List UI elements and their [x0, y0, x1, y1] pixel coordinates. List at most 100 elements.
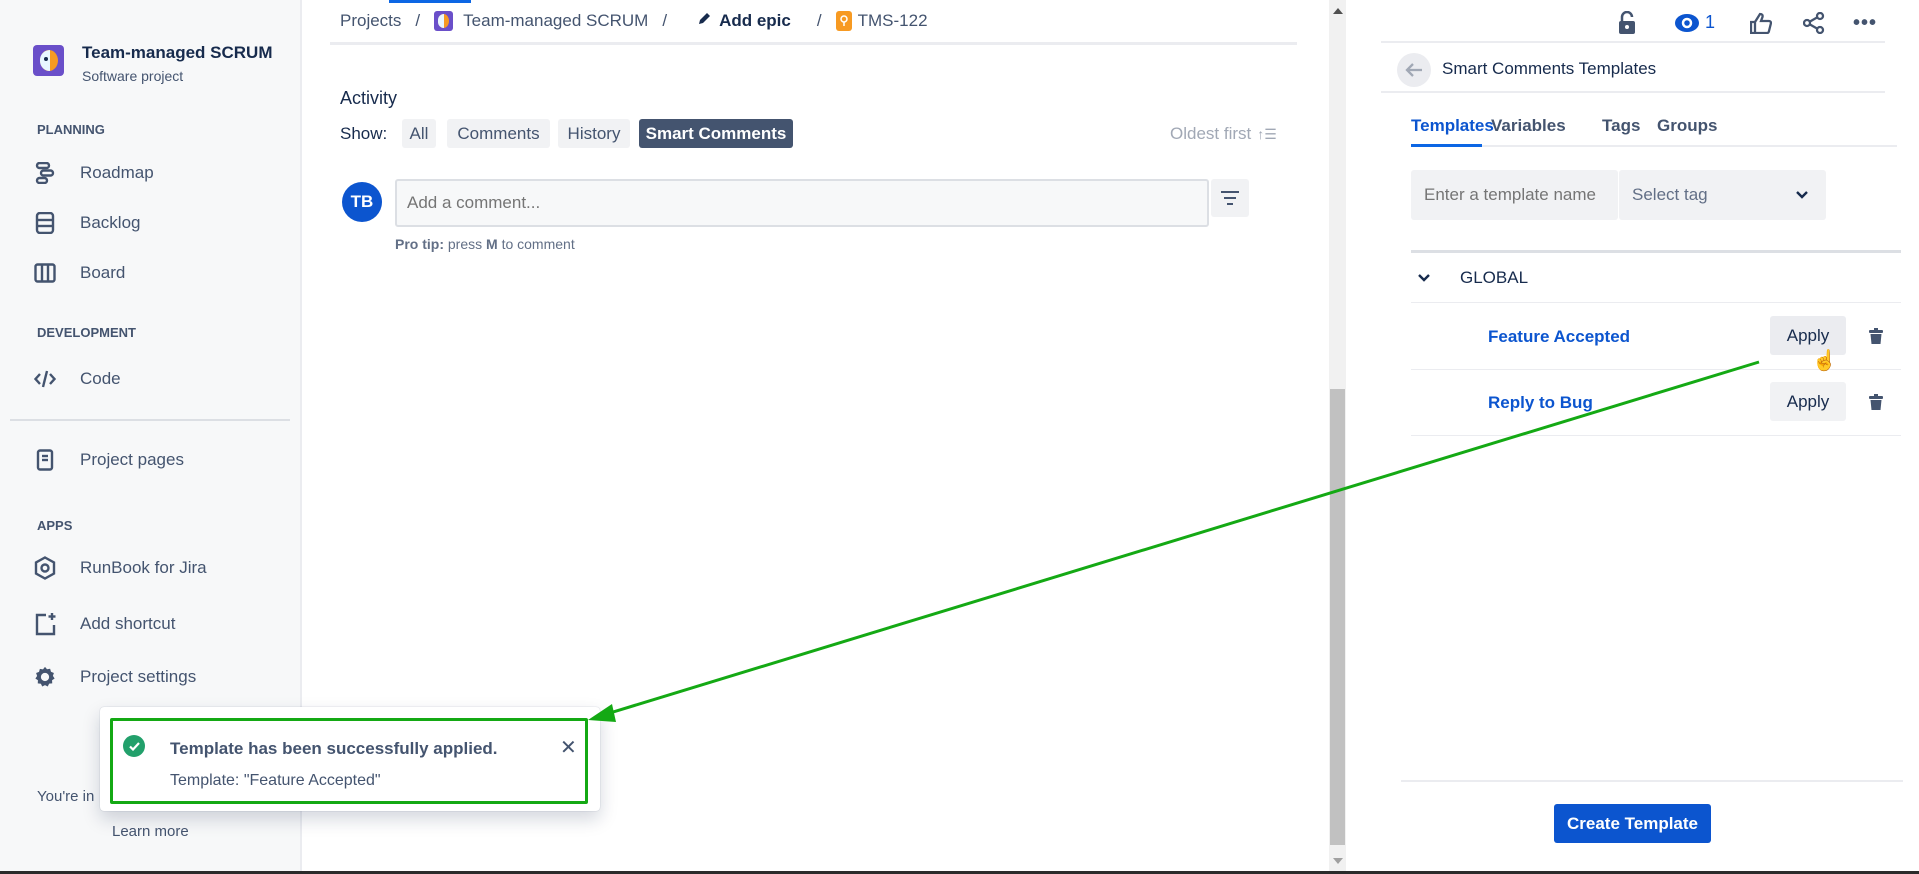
pro-tip-text: to comment: [497, 236, 575, 252]
breadcrumb-issue-key[interactable]: TMS-122: [857, 11, 928, 30]
row-divider: [1411, 302, 1901, 303]
footer-text: You're in: [37, 788, 95, 805]
tabs-divider: [1411, 145, 1897, 147]
panel-title-divider: [1381, 91, 1885, 93]
breadcrumb: Projects / Team-managed SCRUM / Add epic…: [340, 11, 928, 31]
sort-label: Oldest first: [1170, 124, 1252, 143]
roadmap-icon: [34, 162, 56, 184]
filter-all[interactable]: All: [402, 119, 436, 148]
arrow-left-icon: [1405, 63, 1422, 77]
trash-icon[interactable]: [1866, 316, 1886, 355]
more-icon[interactable]: •••: [1852, 11, 1877, 34]
header-divider: [1381, 41, 1885, 43]
sidebar-item-project-pages[interactable]: Project pages: [30, 442, 290, 478]
footer-divider: [1401, 780, 1903, 782]
sidebar-item-runbook[interactable]: RunBook for Jira: [30, 550, 290, 586]
backlog-icon: [34, 212, 56, 234]
section-apps: APPS: [37, 518, 73, 533]
activity-title: Activity: [340, 88, 398, 108]
breadcrumb-divider: [330, 42, 1297, 45]
sidebar-item-code[interactable]: Code: [30, 361, 290, 397]
board-icon: [34, 262, 56, 284]
group-header-global[interactable]: GLOBAL: [1418, 268, 1798, 288]
scrollbar[interactable]: [1329, 0, 1346, 871]
learn-more-link[interactable]: Learn more: [112, 823, 189, 840]
toast-title: Template has been successfully applied.: [170, 739, 498, 758]
top-nav-indicator: [389, 0, 471, 3]
project-icon: [434, 11, 454, 31]
show-label: Show:: [340, 124, 388, 143]
chevron-down-icon: [1418, 274, 1430, 282]
group-name: GLOBAL: [1460, 268, 1529, 287]
annotation-highlight-box: [110, 718, 588, 804]
breadcrumb-separator: /: [415, 11, 421, 30]
scroll-up-arrow[interactable]: [1333, 8, 1343, 14]
apply-button[interactable]: Apply: [1770, 316, 1846, 355]
filter-comments[interactable]: Comments: [447, 119, 550, 148]
pro-tip: Pro tip: press M to comment: [395, 236, 575, 252]
back-button[interactable]: [1397, 53, 1431, 87]
pro-tip-key: M: [486, 236, 498, 252]
project-logo: [33, 45, 64, 76]
success-check-icon: [123, 735, 145, 757]
close-icon[interactable]: ✕: [560, 737, 577, 759]
breadcrumb-separator: /: [816, 11, 822, 30]
avatar: TB: [342, 182, 382, 222]
sidebar-item-roadmap[interactable]: Roadmap: [30, 155, 290, 191]
watch-count: 1: [1705, 12, 1716, 32]
active-tab-indicator: [1411, 144, 1482, 147]
tab-tags[interactable]: Tags: [1602, 116, 1641, 135]
tab-variables[interactable]: Variables: [1491, 116, 1566, 135]
filter-button[interactable]: [1211, 179, 1249, 217]
runbook-icon: [34, 556, 56, 580]
sidebar-item-label: Project pages: [80, 450, 184, 469]
share-icon[interactable]: [1799, 8, 1829, 38]
like-icon[interactable]: [1746, 8, 1776, 38]
tab-groups[interactable]: Groups: [1657, 116, 1718, 135]
bottom-edge: [0, 871, 1919, 874]
project-name[interactable]: Team-managed SCRUM: [82, 43, 273, 62]
breadcrumb-separator: /: [662, 11, 668, 30]
filter-smart-comments[interactable]: Smart Comments: [639, 119, 793, 148]
watch-icon[interactable]: [1672, 8, 1702, 38]
add-shortcut-icon: [34, 613, 56, 636]
apply-button[interactable]: Apply: [1770, 382, 1846, 421]
filter-icon: [1221, 191, 1239, 205]
scroll-down-arrow[interactable]: [1333, 858, 1343, 864]
breadcrumb-projects[interactable]: Projects: [340, 11, 402, 30]
sidebar-item-label: Project settings: [80, 667, 197, 686]
sidebar-item-add-shortcut[interactable]: Add shortcut: [30, 606, 290, 642]
pencil-icon: [697, 11, 711, 31]
sidebar-item-label: Board: [80, 263, 126, 282]
template-name[interactable]: Feature Accepted: [1488, 327, 1631, 346]
add-epic-button[interactable]: Add epic: [719, 11, 791, 30]
template-name-input[interactable]: [1411, 170, 1618, 220]
comment-input[interactable]: [395, 179, 1209, 227]
panel-title: Smart Comments Templates: [1442, 59, 1657, 78]
success-toast: Template has been successfully applied. …: [100, 707, 600, 811]
pro-tip-label: Pro tip:: [395, 236, 444, 252]
tab-templates[interactable]: Templates: [1411, 116, 1494, 135]
sort-toggle[interactable]: Oldest first ↑☰: [1170, 124, 1277, 144]
create-template-button[interactable]: Create Template: [1554, 804, 1711, 843]
hand-cursor-icon: ☝: [1812, 350, 1837, 372]
tag-select[interactable]: Select tag: [1619, 170, 1826, 220]
scrollbar-thumb[interactable]: [1330, 389, 1345, 845]
pro-tip-text: press: [444, 236, 487, 252]
sort-icon: ↑☰: [1257, 125, 1277, 142]
chevron-down-icon: [1796, 191, 1808, 199]
lock-icon[interactable]: [1612, 8, 1642, 38]
sidebar-item-project-settings[interactable]: Project settings: [30, 659, 290, 695]
trash-icon[interactable]: [1866, 382, 1886, 421]
sidebar-item-label: Add shortcut: [80, 614, 176, 633]
issue-type-icon: [835, 11, 852, 31]
filter-history[interactable]: History: [558, 119, 630, 148]
sidebar-item-label: Code: [80, 369, 121, 388]
breadcrumb-project[interactable]: Team-managed SCRUM: [463, 11, 649, 30]
sidebar-item-backlog[interactable]: Backlog: [30, 205, 290, 241]
toast-message: Template: "Feature Accepted": [170, 772, 381, 789]
sidebar-divider: [10, 419, 290, 421]
template-name[interactable]: Reply to Bug: [1488, 393, 1593, 412]
sidebar-item-board[interactable]: Board: [30, 255, 290, 291]
list-divider: [1411, 250, 1901, 253]
